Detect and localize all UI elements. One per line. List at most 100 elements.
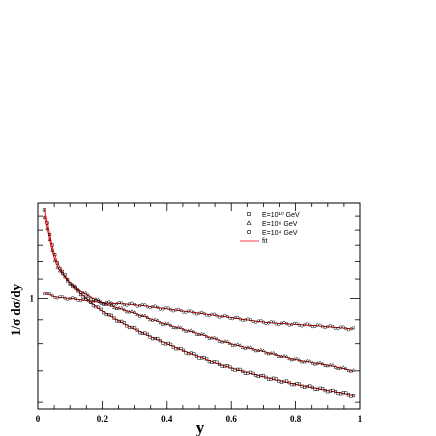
data-point-triangle [320, 361, 325, 366]
data-point-triangle [55, 265, 60, 269]
data-point-square [133, 326, 137, 330]
data-point-square [218, 362, 222, 366]
data-point-triangle [132, 310, 137, 314]
data-point-circle [84, 297, 88, 301]
data-point-triangle [112, 305, 116, 309]
data-point-circle [166, 306, 170, 310]
y-tick-label: 1 [30, 293, 35, 303]
legend-label-e10: E=10¹⁰ GeV [262, 211, 300, 219]
data-point-circle [143, 303, 147, 307]
data-point-circle [169, 308, 173, 312]
data-point-triangle [271, 350, 276, 355]
data-point-square [84, 295, 88, 299]
data-point-triangle [94, 297, 98, 301]
data-point-square [171, 345, 175, 349]
data-point-circle [267, 321, 271, 325]
data-point-square [42, 208, 46, 212]
data-point-circle [277, 322, 281, 326]
data-point-square [179, 346, 183, 351]
data-point-triangle [302, 359, 307, 364]
data-point-circle [230, 317, 235, 321]
data-point-circle [86, 299, 90, 303]
data-point-circle [254, 320, 258, 324]
data-point-circle [300, 324, 304, 328]
data-point-circle [115, 302, 119, 306]
data-point-circle [96, 299, 101, 303]
data-point-square [145, 332, 150, 336]
data-point-square [48, 232, 52, 237]
data-point-circle [313, 324, 317, 328]
data-point-triangle [204, 334, 209, 338]
data-point-circle [236, 315, 240, 319]
x-tick-label: 0.6 [226, 414, 238, 424]
data-point-triangle [209, 335, 214, 340]
data-point-triangle [50, 248, 55, 252]
data-point-circle [238, 317, 242, 321]
data-point-triangle [269, 350, 274, 355]
data-point-circle [91, 300, 95, 304]
data-point-square [264, 375, 268, 379]
data-point-triangle [158, 320, 163, 325]
data-point-triangle [184, 329, 189, 333]
data-point-circle [50, 293, 54, 297]
data-point-triangle [148, 317, 152, 322]
data-point-triangle [176, 324, 181, 329]
data-point-triangle [161, 322, 165, 326]
data-point-triangle [328, 362, 333, 367]
data-point-triangle [137, 313, 142, 318]
data-point-circle [341, 325, 345, 329]
data-point-circle [318, 323, 322, 327]
data-point-circle [148, 306, 152, 310]
data-point-circle [344, 327, 348, 331]
data-point-triangle [318, 360, 322, 364]
legend-marker-square [247, 212, 251, 216]
data-point-circle [171, 309, 175, 313]
plot-frame [37, 202, 361, 410]
data-point-square [192, 352, 196, 356]
data-point-triangle [186, 328, 191, 333]
data-point-triangle [315, 361, 320, 365]
data-point-circle [225, 314, 229, 318]
data-point-circle [212, 312, 217, 316]
data-point-triangle [307, 358, 312, 363]
data-point-triangle [261, 348, 266, 353]
data-point-triangle [349, 368, 353, 373]
data-point-circle [323, 326, 327, 330]
data-point-circle [295, 321, 299, 326]
data-point-triangle [310, 360, 315, 365]
data-point-triangle [124, 309, 129, 314]
data-point-triangle [179, 325, 183, 329]
data-point-square [194, 354, 198, 358]
data-point-triangle [312, 361, 317, 366]
data-point-square [45, 221, 49, 225]
data-point-triangle [70, 282, 75, 287]
data-point-triangle [289, 357, 294, 362]
data-point-triangle [240, 345, 245, 349]
data-point-circle [290, 323, 294, 327]
data-point-triangle [292, 356, 297, 361]
data-point-circle [71, 296, 75, 300]
data-point-triangle [150, 318, 155, 322]
data-point-circle [305, 322, 309, 326]
data-point-triangle [297, 357, 302, 362]
data-point-circle [55, 296, 59, 300]
legend-label-fit: fit [262, 238, 268, 245]
data-point-circle [248, 318, 253, 322]
data-point-square [63, 273, 67, 277]
data-point-circle [272, 320, 276, 324]
data-point-square [287, 381, 291, 385]
x-tick-label: 0.4 [161, 414, 173, 424]
data-point-circle [282, 320, 286, 324]
data-point-square [135, 328, 139, 332]
data-point-circle [259, 319, 263, 323]
data-point-triangle [45, 226, 49, 231]
data-point-triangle [338, 365, 343, 370]
data-point-triangle [199, 331, 204, 336]
data-point-circle [215, 314, 219, 318]
data-point-triangle [109, 303, 114, 307]
data-point-triangle [83, 290, 88, 295]
data-point-circle [202, 311, 206, 315]
data-point-triangle [60, 271, 65, 275]
data-point-triangle [104, 302, 109, 306]
data-point-triangle [351, 368, 356, 372]
